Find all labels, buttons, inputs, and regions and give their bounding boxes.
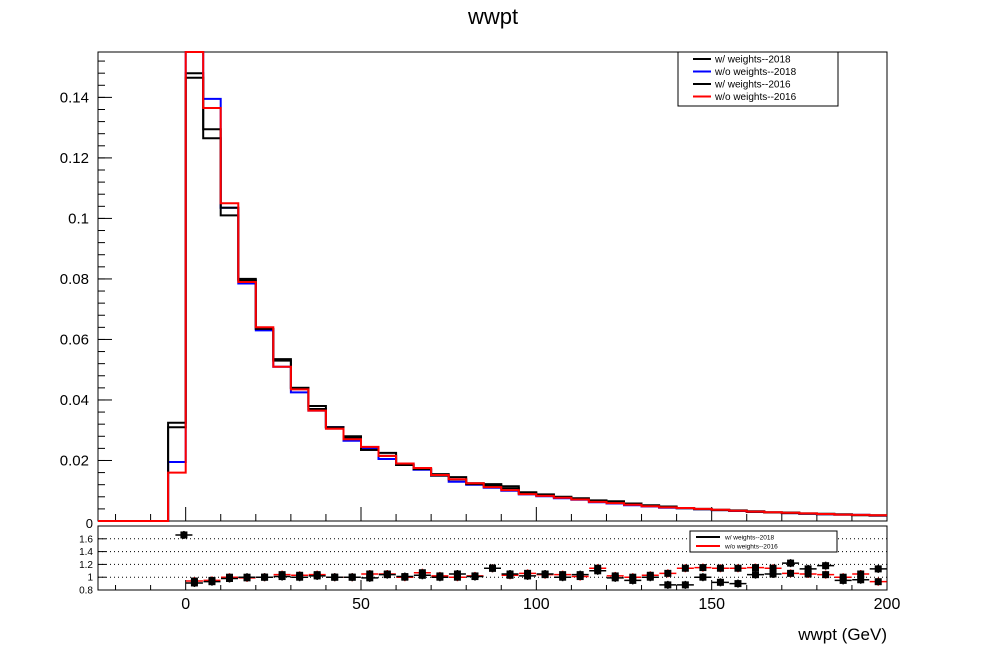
y-tick-label: 0.02: [60, 452, 89, 469]
legend-entry: w/ weights--2016: [714, 80, 791, 91]
ratio-point: [629, 576, 637, 584]
ratio-point: [822, 571, 830, 579]
y-tick-label: 0.04: [60, 392, 89, 409]
y-tick-label: 0.14: [60, 89, 89, 106]
x-tick-label: 0: [181, 596, 190, 613]
ratio-point: [681, 564, 689, 572]
ratio-point: [261, 573, 269, 581]
ratio-legend-entry: w/o weights--2016: [724, 544, 778, 551]
ratio-point: [226, 574, 233, 582]
ratio-point: [699, 573, 707, 581]
ratio-point: [681, 581, 689, 589]
ratio-point: [822, 562, 830, 570]
ratio-y-tick-label: 1.2: [79, 560, 93, 571]
ratio-point: [180, 531, 188, 539]
ratio-point: [716, 564, 724, 572]
ratio-point: [646, 573, 654, 581]
ratio-point: [436, 573, 444, 581]
ratio-point: [874, 578, 882, 586]
ratio-point: [804, 565, 812, 573]
ratio-y-top-label: 0: [86, 516, 93, 531]
ratio-point: [313, 572, 321, 580]
ratio-legend: [689, 530, 838, 553]
ratio-point: [594, 567, 602, 575]
ratio-point: [243, 573, 251, 581]
ratio-point: [769, 564, 777, 572]
ratio-point: [559, 573, 567, 581]
x-tick-label: 150: [698, 596, 725, 613]
ratio-point: [348, 573, 356, 581]
ratio-point: [208, 578, 216, 586]
ratio-point: [857, 570, 865, 578]
ratio-plot: 0.8 1 1.2 1.4 1.6 0 0 50 100 150 200 w/ weights--20…: [79, 516, 900, 613]
ratio-y-tick-label: 1.4: [79, 547, 93, 558]
ratio-point: [716, 578, 724, 586]
ratio-point: [664, 581, 672, 589]
ratio-point: [471, 573, 479, 581]
ratio-point: [278, 573, 286, 581]
ratio-point: [576, 571, 584, 579]
ratio-point: [383, 571, 391, 579]
legend-entry: w/ weights--2018: [714, 55, 791, 66]
y-tick-label: 0.12: [60, 150, 89, 167]
x-tick-label: 50: [352, 596, 370, 613]
ratio-point: [752, 571, 759, 579]
ratio-point: [401, 573, 409, 581]
ratio-point: [453, 570, 461, 578]
x-tick-label: 200: [874, 596, 901, 613]
ratio-point: [331, 573, 339, 581]
ratio-point: [857, 576, 865, 584]
ratio-point: [664, 569, 672, 577]
legend-entry: w/o weights--2016: [714, 92, 797, 103]
ratio-y-tick-label: 0.8: [79, 586, 93, 597]
ratio-point: [366, 574, 374, 582]
legend-entry: w/o weights--2018: [714, 67, 797, 78]
ratio-frame: [97, 525, 888, 591]
ratio-point: [611, 574, 619, 582]
ratio-point: [734, 580, 742, 588]
ratio-point: [839, 576, 847, 584]
ratio-point: [524, 572, 532, 580]
ratio-point: [296, 573, 304, 581]
ratio-point: [752, 564, 759, 572]
x-axis-title: wwpt (GeV): [797, 625, 887, 644]
ratio-y-tick-label: 1.6: [79, 534, 93, 545]
ratio-point: [541, 570, 549, 578]
ratio-legend-entry: w/ weights--2018: [724, 535, 775, 542]
ratio-point: [874, 565, 882, 573]
ratio-point: [418, 571, 426, 579]
y-tick-label: 0.06: [60, 331, 89, 348]
x-tick-label: 100: [523, 596, 550, 613]
ratio-point: [734, 564, 742, 572]
ratio-y-tick-label: 1: [87, 573, 93, 584]
ratio-point: [787, 559, 795, 567]
y-tick-label: 0.08: [60, 271, 89, 288]
main-frame: [97, 51, 888, 522]
histogram-series-3: [98, 51, 887, 522]
ratio-point: [769, 570, 777, 578]
ratio-point: [489, 564, 496, 572]
ratio-point: [506, 570, 514, 578]
ratio-point: [787, 569, 795, 577]
ratio-point: [804, 570, 812, 578]
main-plot: 0.02 0.04 0.06 0.08 0.1 0.12 0.14 w/ weights--2…: [60, 51, 888, 522]
chart-title: wwpt: [467, 4, 518, 29]
y-tick-label: 0.1: [68, 210, 89, 227]
ratio-point: [699, 564, 707, 572]
ratio-point: [190, 579, 198, 587]
